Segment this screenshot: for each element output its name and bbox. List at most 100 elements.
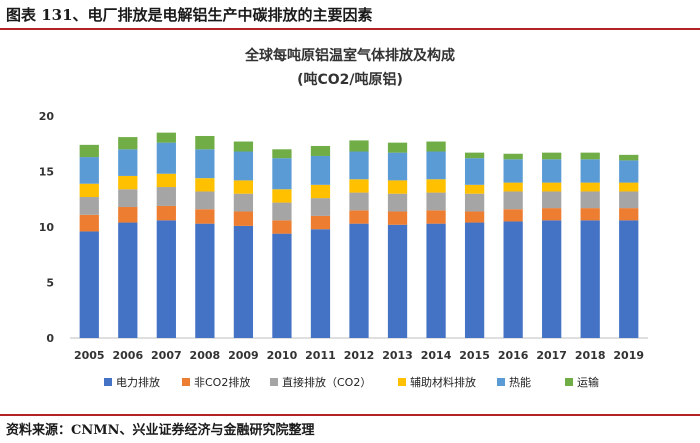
x-tick-label: 2014 [421,349,452,362]
bar-segment [503,191,523,210]
bar-segment [272,149,292,159]
x-tick-label: 2005 [74,349,105,362]
bar-segment [156,205,176,221]
x-tick-label: 2011 [305,349,336,362]
bar-segment [118,207,138,223]
x-tick-label: 2019 [613,349,644,362]
source-note: 资料来源：CNMN、兴业证券经济与金融研究院整理 [6,423,315,438]
y-tick-label: 5 [46,277,54,290]
header-rule [0,28,700,30]
bar-segment [118,222,138,338]
bar-segment [426,141,446,152]
bar-segment [349,140,369,152]
bar-segment [310,184,331,199]
bar-segment [387,142,408,153]
bar-segment [195,223,215,338]
bar-segment [580,191,600,209]
x-tick-label: 2015 [459,349,490,362]
bar-segment [310,198,331,216]
bar-segment [542,191,562,209]
legend-swatch [270,378,278,386]
legend-label: 直接排放（CO2） [282,375,371,389]
bar-segment [387,152,408,181]
bar-segment [272,233,292,338]
bar-segment [426,223,446,338]
bar-segment [79,183,99,198]
legend-label: 电力排放 [116,375,160,389]
bar-segment [619,160,639,183]
bar-segment [464,193,485,212]
bar-segment [79,144,99,158]
bar-segment [349,210,369,224]
bar-segment [310,155,331,185]
bar-segment [79,197,99,215]
bar-segment [580,152,600,160]
bar-segment [580,182,600,192]
x-tick-label: 2012 [344,349,375,362]
legend-swatch [182,378,190,386]
chart-subtitle: (吨CO2/吨原铝) [297,71,403,88]
bar-segment [156,132,176,143]
legend-swatch [398,378,406,386]
bar-segment [156,220,176,338]
bar-segment [195,149,215,179]
bar-segment [272,189,292,203]
bar-segment [233,180,254,194]
bar-segment [619,182,639,192]
bar-segment [542,208,562,221]
bar-segment [503,182,523,192]
bar-segment [349,179,369,193]
bar-segment [349,151,369,180]
y-tick-label: 0 [46,332,54,345]
y-tick-label: 15 [39,166,54,179]
x-tick-label: 2009 [228,349,259,362]
bar-segment [310,215,331,230]
figure-title: 图表 131、电厂排放是电解铝生产中碳排放的主要因素 [6,6,373,24]
bar-segment [464,158,485,185]
figure-header: 图表 131、电厂排放是电解铝生产中碳排放的主要因素 [0,0,700,28]
bar-segment [542,152,562,160]
bar-segment [464,184,485,194]
bar-segment [195,178,215,192]
bar-segment [310,229,331,338]
legend-swatch [497,378,505,386]
legend-label: 热能 [509,375,531,389]
bar-segment [233,141,254,152]
legend-swatch [565,378,573,386]
bar-segment [233,193,254,212]
legend-label: 辅助材料排放 [410,375,476,389]
bar-segment [233,225,254,338]
bar-segment [426,179,446,193]
bar-segment [79,231,99,338]
x-tick-label: 2008 [190,349,221,362]
bar-segment [580,220,600,338]
bar-segment [349,223,369,338]
bar-segment [619,208,639,221]
bar-segment [387,180,408,194]
legend-label: 运输 [577,375,599,389]
bar-segment [503,153,523,160]
y-tick-label: 10 [39,221,55,234]
bar-segment [503,221,523,338]
bar-segment [580,159,600,183]
bar-segment [619,154,639,161]
bar-segment [464,222,485,338]
bar-segment [426,151,446,180]
bar-segment [156,187,176,206]
bar-segment [195,135,215,150]
bar-segment [118,137,138,150]
bar-segment [79,214,99,232]
bar-segment [426,192,446,211]
x-tick-label: 2007 [151,349,182,362]
bar-segment [233,211,254,226]
y-tick-label: 20 [39,110,55,123]
bar-segment [503,159,523,183]
chart-title: 全球每吨原铝温室气体排放及构成 [244,47,455,64]
x-tick-label: 2016 [498,349,529,362]
bar-segment [272,158,292,190]
bar-segment [310,145,331,156]
bar-segment [349,192,369,211]
bar-segment [118,149,138,176]
bar-segment [542,220,562,338]
bar-segment [156,173,176,188]
